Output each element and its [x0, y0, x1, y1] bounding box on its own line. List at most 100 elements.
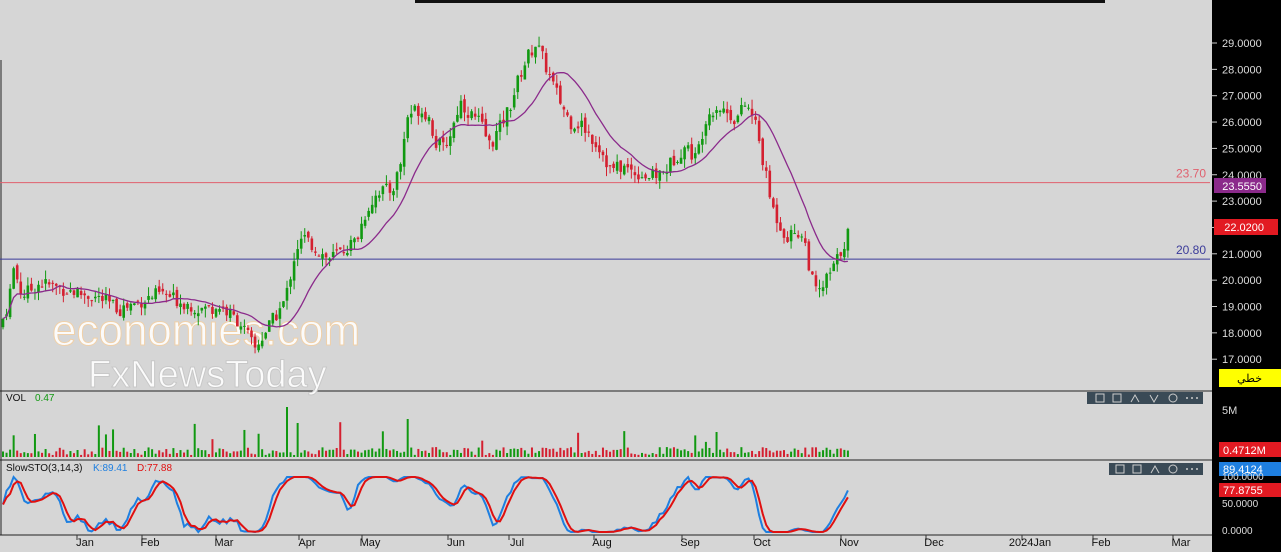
candle-body — [90, 300, 94, 302]
volume-bar — [839, 448, 842, 457]
volume-bar — [836, 448, 839, 457]
volume-bar — [101, 447, 104, 457]
line-mode-tag[interactable] — [1219, 369, 1281, 387]
stochastic-panel-controls[interactable] — [1109, 463, 1203, 475]
candle-body — [275, 314, 278, 321]
maximize-icon[interactable] — [1132, 464, 1142, 474]
candle-body — [331, 251, 335, 258]
volume-bar — [204, 450, 207, 457]
more-icon[interactable] — [1186, 468, 1188, 470]
time-axis-label: 2024Jan — [1009, 537, 1051, 549]
volume-bar — [786, 453, 789, 457]
volume-bar — [509, 448, 512, 457]
candle-body — [44, 279, 47, 284]
candle-body — [729, 109, 733, 121]
candle-body — [253, 336, 257, 348]
candle-body — [431, 120, 434, 136]
candle-body — [573, 128, 576, 132]
settings-icon[interactable] — [1168, 464, 1178, 474]
volume-bar — [243, 429, 246, 457]
volume-bar — [239, 450, 242, 457]
volume-bar — [552, 448, 555, 457]
volume-bar — [30, 453, 33, 457]
candle-body — [271, 312, 275, 324]
candle-body — [541, 45, 544, 52]
candle-body — [640, 177, 644, 179]
volume-bar — [459, 452, 462, 457]
volume-bar — [765, 448, 768, 457]
volume-bar — [779, 450, 782, 457]
candle-body — [420, 113, 424, 118]
watermark-fxnewstoday: FxNewsToday — [88, 354, 327, 396]
volume-bar — [172, 448, 175, 457]
volume-bar — [580, 453, 583, 457]
candle-body — [51, 282, 54, 284]
candle-body — [122, 305, 125, 318]
volume-bar — [751, 450, 754, 457]
volume-bar — [19, 453, 22, 457]
stochastic-k-tag-text: 89.4124 — [1223, 464, 1263, 476]
volume-bar — [648, 454, 651, 457]
candle-body — [601, 151, 605, 156]
volume-bar — [222, 449, 225, 457]
candle-body — [775, 204, 779, 224]
ma-price-tag-text: 23.5550 — [1222, 181, 1262, 193]
minimize-icon[interactable] — [1095, 393, 1105, 403]
candle-body — [647, 178, 651, 180]
volume-bar — [435, 447, 438, 457]
candle-body — [846, 228, 850, 251]
move-up-icon[interactable] — [1130, 393, 1140, 403]
volume-bar — [346, 454, 349, 457]
candle-body — [782, 229, 786, 238]
volume-bar — [641, 452, 643, 457]
minimize-icon[interactable] — [1115, 464, 1125, 474]
candle-body — [200, 307, 204, 311]
volume-bar — [51, 454, 54, 457]
volume-bar — [548, 449, 551, 457]
volume-bar — [687, 451, 690, 457]
move-up-icon[interactable] — [1150, 464, 1160, 474]
candle-body — [94, 296, 97, 299]
candle-body — [54, 283, 58, 286]
candle-body — [800, 236, 804, 238]
volume-bar — [417, 448, 420, 457]
candle-body — [381, 186, 385, 195]
volume-bar — [133, 449, 136, 457]
volume-bar — [296, 423, 299, 457]
candle-body — [211, 306, 214, 314]
volume-bar — [708, 447, 711, 457]
volume-bar — [44, 449, 47, 457]
candle-body — [449, 136, 452, 146]
candle-body — [619, 160, 622, 172]
settings-icon[interactable] — [1168, 393, 1178, 403]
volume-bar — [410, 447, 413, 457]
volume-bar — [530, 447, 533, 457]
candle-body — [225, 306, 228, 316]
maximize-icon[interactable] — [1112, 393, 1122, 403]
move-down-icon[interactable] — [1149, 394, 1159, 404]
candle-body — [470, 111, 473, 119]
volume-bar — [775, 450, 778, 457]
volume-bar — [523, 450, 526, 457]
more-icon[interactable] — [1186, 397, 1188, 399]
candle-body — [473, 113, 477, 117]
volume-bar — [420, 451, 423, 457]
volume-bar — [197, 448, 200, 457]
candle-body — [548, 74, 551, 76]
volume-bar — [378, 448, 381, 457]
volume-bar — [413, 454, 416, 457]
volume-bar — [175, 453, 178, 457]
candle-body — [409, 113, 413, 118]
volume-bar — [112, 429, 115, 457]
volume-bar — [772, 452, 775, 457]
volume-bar — [499, 450, 501, 457]
candle-body — [189, 307, 193, 312]
candle-body — [58, 286, 62, 288]
candle-body — [757, 120, 761, 141]
candle-body — [825, 273, 828, 288]
candle-body — [179, 303, 182, 308]
candle-body — [292, 261, 296, 281]
volume-panel-controls[interactable] — [1087, 392, 1203, 404]
candle-body — [537, 45, 541, 47]
volume-bar — [303, 450, 306, 457]
